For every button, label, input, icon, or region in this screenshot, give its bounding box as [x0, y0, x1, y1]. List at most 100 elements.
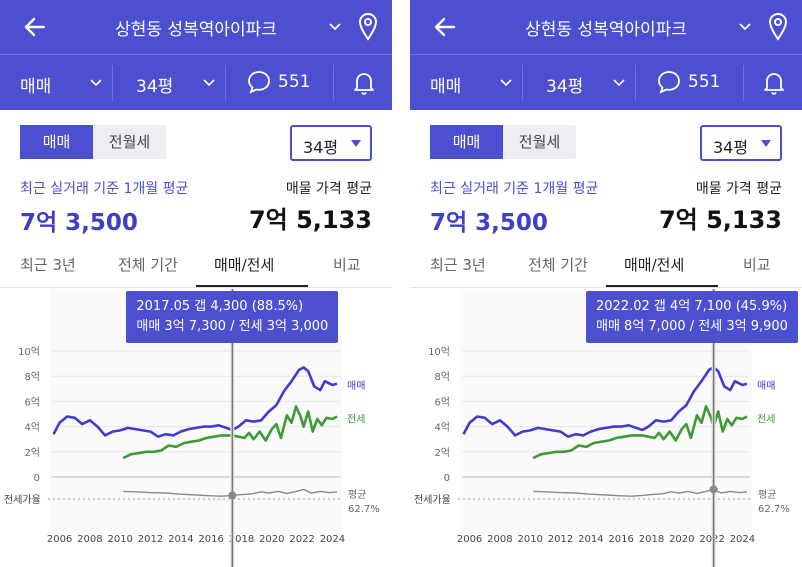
cursor-ratio-dot — [228, 491, 237, 500]
segment-rent[interactable]: 전월세 — [518, 133, 561, 151]
trade-segment-control: 매매 전월세 — [20, 125, 166, 159]
tab-all-period[interactable]: 전체 기간 — [528, 256, 588, 274]
screen-right: 상현동 성복역아이파크 매매 34평 551 — [410, 0, 802, 567]
period-tabs: 최근 3년 전체 기간 매매/전세 비교 — [410, 244, 802, 288]
location-pin-icon[interactable] — [357, 11, 379, 41]
screen-left: 상현동 성복역아이파크 매매 34평 551 — [0, 0, 392, 567]
size-select-value: 34평 — [713, 138, 749, 157]
x-tick-label: 2016 — [608, 534, 633, 545]
chevron-down-icon[interactable] — [328, 16, 342, 36]
comments-button[interactable]: 551 — [636, 55, 743, 111]
period-tabs: 최근 3년 전체 기간 매매/전세 비교 — [0, 244, 392, 288]
jeonse-series-label: 전세 — [347, 414, 365, 426]
trade-type-label: 매매 — [20, 77, 52, 97]
back-arrow-icon[interactable] — [20, 12, 50, 42]
x-tick-label: 2020 — [259, 534, 284, 545]
page-title[interactable]: 상현동 성복역아이파크 — [525, 20, 687, 40]
x-tick-label: 2010 — [107, 534, 132, 545]
caret-down-icon — [761, 140, 771, 147]
bell-icon[interactable] — [762, 70, 786, 96]
x-tick-label: 2020 — [669, 534, 694, 545]
divider — [635, 65, 636, 101]
chevron-down-icon — [90, 79, 102, 87]
tab-recent-3y[interactable]: 최근 3년 — [430, 256, 486, 274]
recent-avg-label: 최근 실거래 기준 1개월 평균 — [20, 181, 189, 197]
speech-bubble-icon — [248, 71, 270, 94]
y-tick-label: 8억 — [24, 371, 40, 383]
recent-avg-value: 7억 3,500 — [430, 210, 548, 236]
segment-rent[interactable]: 전월세 — [108, 133, 151, 151]
x-tick-label: 2014 — [578, 534, 603, 545]
ratio-axis-label: 전세가율 — [4, 494, 41, 506]
bell-icon[interactable] — [352, 70, 376, 96]
ratio-avg-label: 평균 — [348, 489, 366, 501]
tab-recent-3y[interactable]: 최근 3년 — [20, 256, 76, 274]
x-tick-label: 2006 — [457, 534, 482, 545]
back-arrow-icon[interactable] — [430, 12, 460, 42]
jeonse-ratio-line — [123, 488, 338, 497]
x-tick-label: 2022 — [289, 534, 314, 545]
asking-avg-label: 매물 가격 평균 — [285, 181, 372, 197]
segment-sale[interactable]: 매매 — [20, 125, 93, 159]
size-label: 34평 — [136, 77, 174, 97]
speech-bubble-icon — [658, 71, 680, 94]
x-tick-label: 2024 — [320, 534, 345, 545]
active-tab-indicator — [606, 285, 718, 287]
y-tick-label: 4억 — [24, 422, 40, 434]
x-tick-label: 2012 — [138, 534, 163, 545]
x-tick-label: 2024 — [730, 534, 755, 545]
size-select[interactable]: 34평 — [290, 125, 372, 161]
trade-segment-control: 매매 전월세 — [430, 125, 576, 159]
tab-all-period[interactable]: 전체 기간 — [118, 256, 178, 274]
active-tab-indicator — [196, 285, 308, 287]
sale-series-label: 매매 — [757, 380, 775, 392]
x-tick-label: 2010 — [517, 534, 542, 545]
location-pin-icon[interactable] — [767, 11, 789, 41]
y-tick-label: 2억 — [434, 447, 450, 459]
tooltip-line2: 매매 3억 7,300 / 전세 3억 3,000 — [136, 319, 329, 334]
chart-tooltip: 2017.05 갭 4,300 (88.5%) 매매 3억 7,300 / 전세… — [126, 291, 339, 343]
top-app-bar: 상현동 성복역아이파크 — [0, 0, 392, 54]
tooltip-line1: 2017.05 갭 4,300 (88.5%) — [136, 299, 304, 314]
tab-sale-jeonse[interactable]: 매매/전세 — [624, 256, 685, 274]
tab-sale-jeonse[interactable]: 매매/전세 — [214, 256, 275, 274]
size-select[interactable]: 34평 — [700, 125, 782, 161]
segment-sale[interactable]: 매매 — [430, 125, 503, 159]
tab-compare[interactable]: 비교 — [333, 256, 361, 274]
chevron-down-icon[interactable] — [738, 16, 752, 36]
divider — [522, 65, 523, 101]
sale-price-line — [462, 366, 748, 438]
chevron-down-icon — [500, 79, 512, 87]
asking-avg-label: 매물 가격 평균 — [695, 181, 782, 197]
sale-series-label: 매매 — [347, 380, 365, 392]
size-dropdown[interactable]: 34평 — [523, 55, 635, 111]
jeonse-series-label: 전세 — [757, 414, 775, 426]
x-tick-label: 2008 — [77, 534, 102, 545]
ratio-avg-value: 62.7% — [758, 504, 790, 515]
trade-type-dropdown[interactable]: 매매 — [410, 55, 522, 111]
chart-tooltip: 2022.02 갭 4억 7,100 (45.9%) 매매 8억 7,000 /… — [586, 291, 798, 343]
y-tick-label: 2억 — [24, 447, 40, 459]
tab-compare[interactable]: 비교 — [743, 256, 771, 274]
page-title[interactable]: 상현동 성복역아이파크 — [115, 20, 277, 40]
comments-button[interactable]: 551 — [226, 55, 333, 111]
size-dropdown[interactable]: 34평 — [113, 55, 225, 111]
size-select-value: 34평 — [303, 138, 339, 157]
x-tick-label: 2018 — [639, 534, 664, 545]
y-tick-label: 6억 — [434, 396, 450, 408]
ratio-axis-label: 전세가율 — [414, 494, 451, 506]
y-tick-label: 6억 — [24, 396, 40, 408]
y-tick-label: 8억 — [434, 371, 450, 383]
divider — [225, 65, 226, 101]
sale-price-line — [52, 366, 338, 438]
divider — [112, 65, 113, 101]
filter-bar: 매매 34평 551 — [0, 54, 392, 110]
x-tick-label: 2008 — [487, 534, 512, 545]
y-tick-label: 10억 — [18, 346, 40, 358]
jeonse-ratio-line — [533, 488, 748, 497]
y-tick-label: 4억 — [434, 422, 450, 434]
caret-down-icon — [351, 140, 361, 147]
trade-type-dropdown[interactable]: 매매 — [0, 55, 112, 111]
filter-bar: 매매 34평 551 — [410, 54, 802, 110]
top-app-bar: 상현동 성복역아이파크 — [410, 0, 802, 54]
